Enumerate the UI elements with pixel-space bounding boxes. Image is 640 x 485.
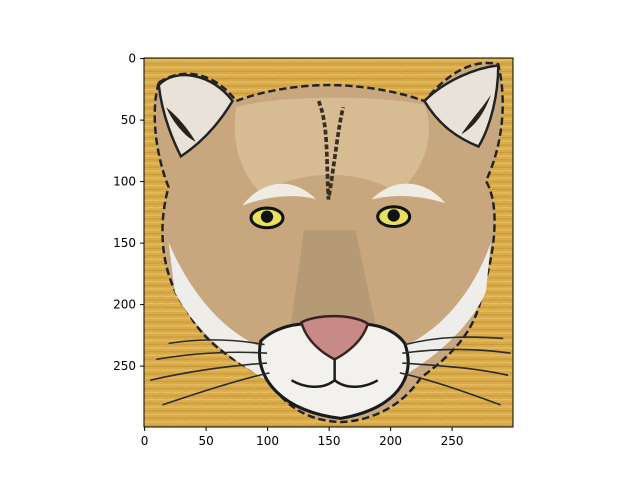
mouth-line	[290, 359, 379, 388]
y-tick-label: 50	[121, 113, 136, 127]
left-ear	[157, 73, 235, 159]
x-tick-label: 250	[441, 434, 464, 448]
whiskers-left	[149, 339, 270, 406]
x-tick-label: 100	[256, 434, 279, 448]
forehead-light	[234, 97, 429, 194]
forehead-mark	[316, 100, 346, 200]
axes: 0 50 100 150 200 250 0 50 100 150 200 250	[113, 52, 514, 448]
nose-bridge	[289, 230, 378, 335]
x-tick-label: 150	[318, 434, 341, 448]
right-pupil	[387, 209, 400, 222]
y-tick-label: 100	[113, 175, 136, 189]
y-tick-label: 150	[113, 236, 136, 250]
y-tick-label: 200	[113, 298, 136, 312]
left-brow-patch	[242, 183, 317, 206]
left-cheek	[168, 242, 267, 381]
x-tick-label: 200	[379, 434, 402, 448]
image-area	[144, 58, 513, 427]
right-brow-patch	[371, 183, 446, 204]
y-tick-label: 250	[113, 359, 136, 373]
whiskers-right	[399, 336, 511, 406]
axes-frame	[143, 57, 514, 428]
right-ear	[422, 64, 500, 149]
left-ear-inner	[166, 107, 196, 142]
right-ear-inner	[461, 94, 491, 135]
nose	[300, 314, 370, 361]
x-tick-label: 50	[198, 434, 213, 448]
y-tick-label: 0	[128, 52, 136, 66]
x-tick-label: 0	[141, 434, 149, 448]
left-pupil	[260, 210, 274, 223]
right-cheek	[396, 242, 491, 381]
